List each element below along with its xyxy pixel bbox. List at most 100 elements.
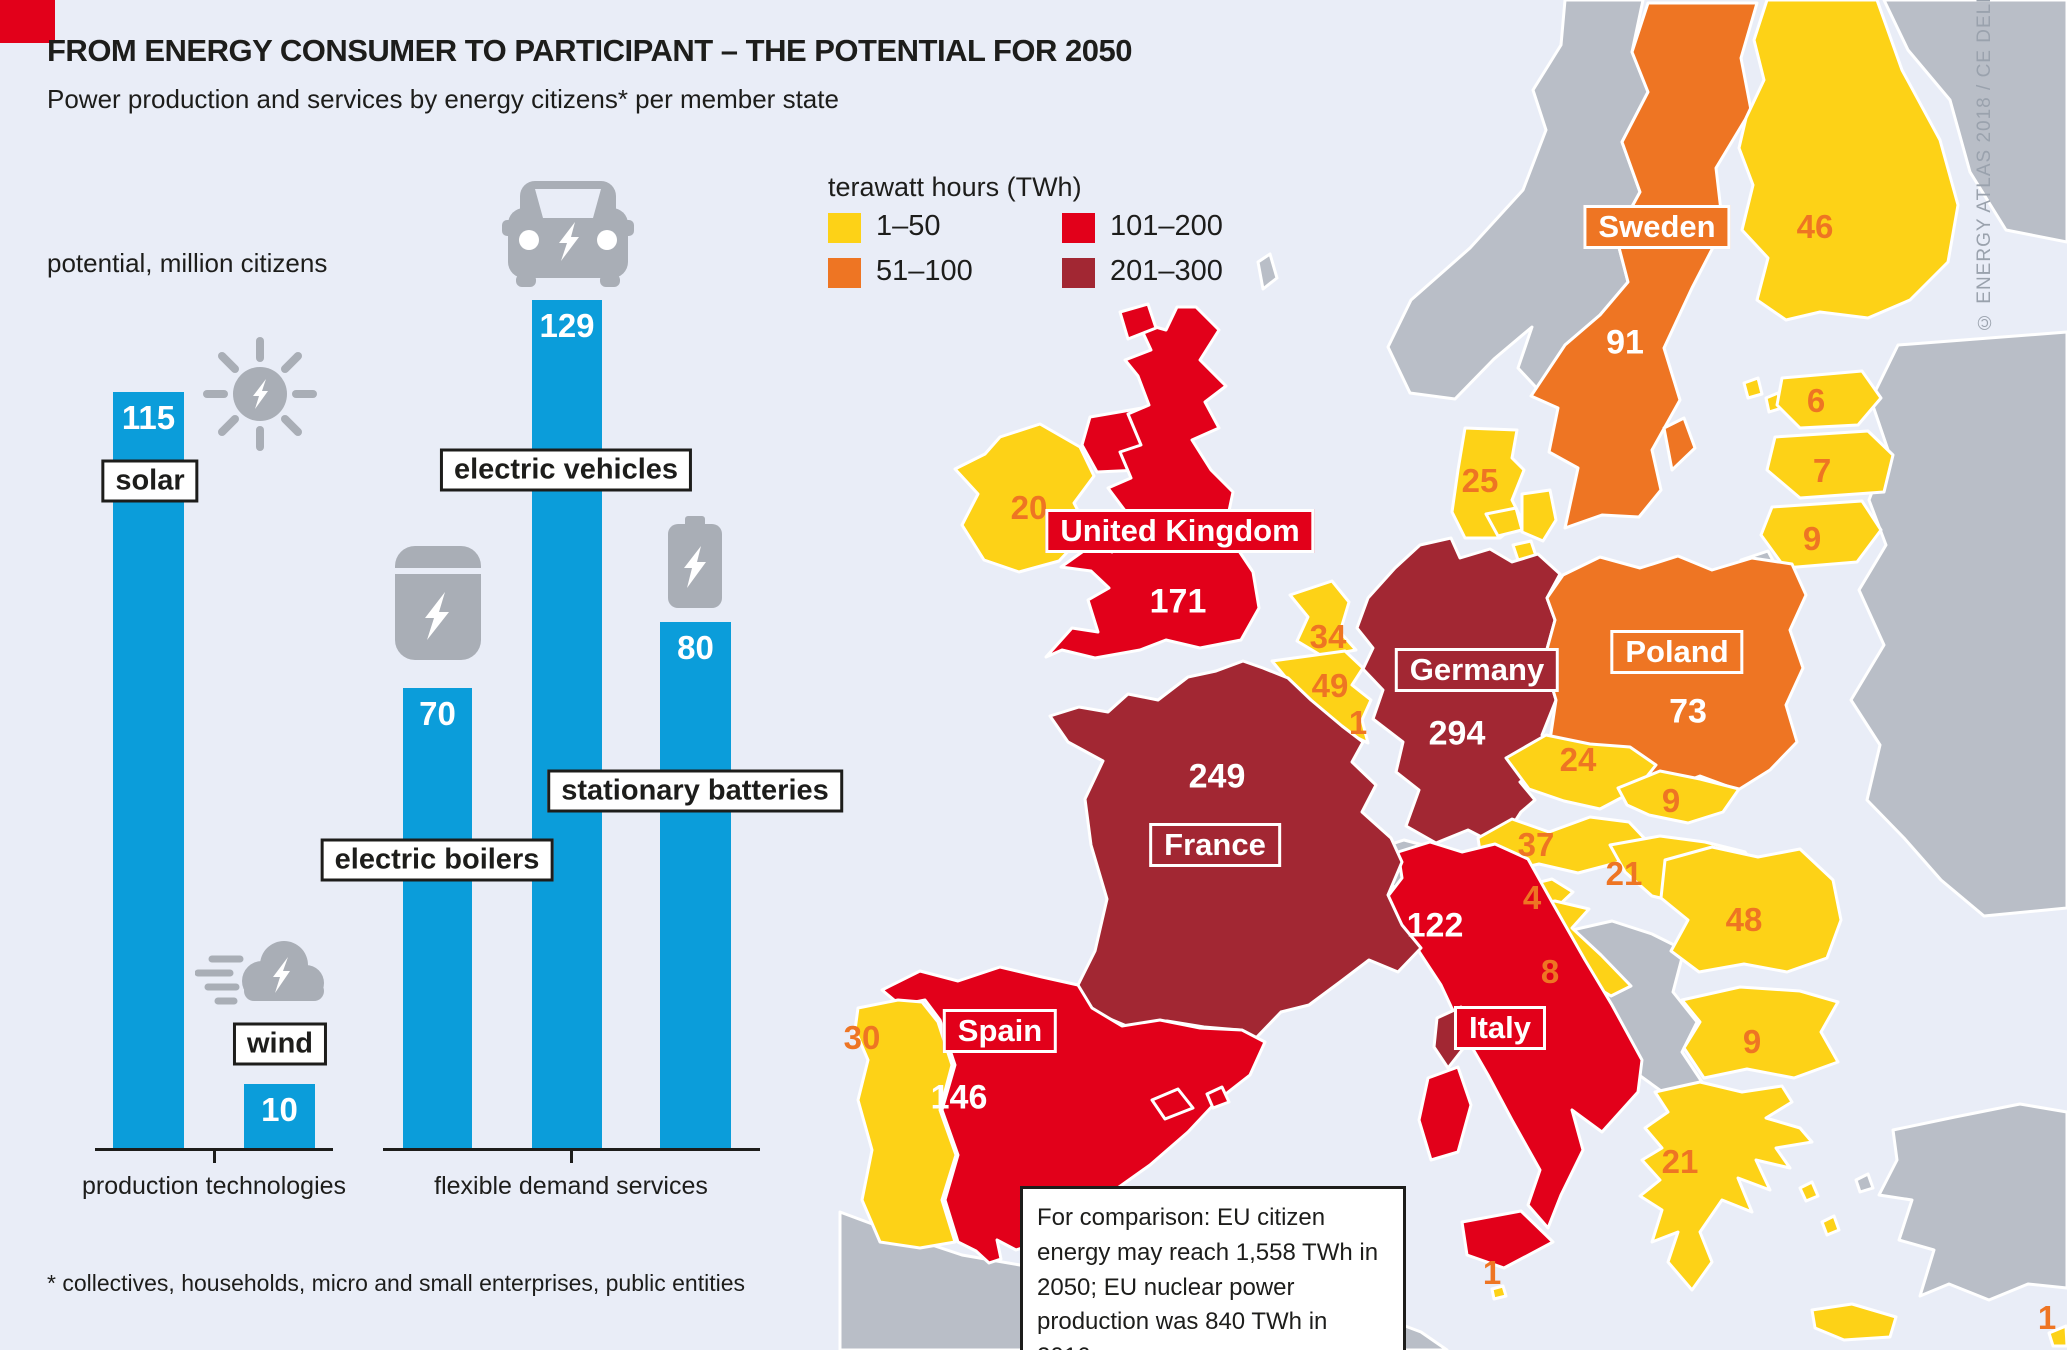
map-value-latvia: 7 (1812, 452, 1832, 489)
map-aland-1 (1742, 376, 1764, 400)
map-value-spain: 146 (930, 1078, 988, 1117)
map-country-bulgaria (1680, 985, 1840, 1080)
axis-production (95, 1148, 333, 1151)
map-value-poland: 73 (1669, 692, 1707, 731)
map-value-slovenia: 4 (1522, 879, 1542, 916)
map-value-france: 249 (1188, 757, 1246, 796)
bar-stationary-batteries: 80 (660, 622, 731, 1148)
map-value-germany: 294 (1428, 714, 1486, 753)
bar-value-stationary-batteries: 80 (677, 629, 714, 666)
country-label-united-kingdom: United Kingdom (1045, 509, 1315, 553)
map-spain-balearic-2 (1205, 1085, 1231, 1110)
map-value-slovakia: 9 (1661, 782, 1681, 819)
map-country-romania (1659, 845, 1843, 974)
map-country-netherlands (1288, 579, 1358, 658)
legend-label-101-200: 101–200 (1110, 210, 1223, 242)
footnote: * collectives, households, micro and sma… (47, 1270, 745, 1296)
bar-label-solar: solar (101, 459, 199, 503)
comparison-note: For comparison: EU citizen energy may re… (1020, 1186, 1406, 1350)
corner-mark (0, 0, 55, 43)
map-value-finland: 46 (1796, 208, 1834, 245)
wind-cloud-icon (195, 941, 324, 1005)
map-greece-crete (1810, 1302, 1898, 1342)
axis-label-flexible: flexible demand services (434, 1172, 708, 1200)
map-value-cyprus: 1 (2037, 1299, 2057, 1336)
map-faroe (1256, 252, 1279, 291)
map-value-hungary: 21 (1605, 855, 1643, 892)
map-spain-balearic-1 (1150, 1087, 1195, 1121)
bar-label-electric-boilers: electric boilers (320, 838, 554, 882)
country-label-sweden: Sweden (1583, 205, 1731, 249)
map-value-belgium: 49 (1311, 667, 1349, 704)
map-country-turkey (1877, 1102, 2067, 1302)
map-country-germany (1355, 536, 1562, 848)
bar-label-wind: wind (232, 1022, 328, 1066)
page-subtitle: Power production and services by energy … (47, 84, 839, 114)
map-country-lithuania (1759, 499, 1883, 570)
bar-solar: 115 (113, 392, 184, 1148)
map-value-austria: 37 (1517, 826, 1555, 863)
map-value-ireland: 20 (1010, 489, 1048, 526)
map-value-denmark: 25 (1461, 462, 1499, 499)
map-country-slovakia (1616, 769, 1741, 825)
axis-tick-production (213, 1150, 216, 1163)
bar-electric-boilers: 70 (403, 688, 472, 1148)
map-value-united-kingdom: 171 (1149, 582, 1207, 621)
map-denmark-zealand (1520, 488, 1558, 543)
legend-swatch-101-200 (1062, 213, 1095, 243)
map-greek-isle-2 (1820, 1214, 1841, 1237)
map-country-malta (1490, 1284, 1508, 1301)
map-value-sweden: 91 (1606, 323, 1644, 362)
map-country-cyprus (2047, 1324, 2067, 1348)
map-country-russia-north (1882, 0, 2067, 244)
map-value-estonia: 6 (1806, 382, 1826, 419)
map-value-italy: 122 (1406, 906, 1464, 945)
legend-swatch-1-50 (828, 213, 861, 243)
legend-title: terawatt hours (TWh) (828, 172, 1082, 202)
map-value-netherlands: 34 (1309, 618, 1347, 655)
legend-swatch-201-300 (1062, 258, 1095, 288)
page-title: FROM ENERGY CONSUMER TO PARTICIPANT – TH… (47, 33, 1133, 68)
map-country-united-kingdom (1044, 305, 1261, 660)
map-country-finland (1737, 0, 1960, 322)
bar-label-electric-vehicles: electric vehicles (439, 448, 693, 492)
map-value-romania: 48 (1725, 901, 1763, 938)
map-country-greece (1638, 1080, 1814, 1292)
map-country-portugal (853, 998, 958, 1250)
bar-wind: 10 (244, 1084, 315, 1148)
map-uk-isles (1118, 302, 1158, 341)
bar-chart-axis-title: potential, million citizens (47, 248, 328, 278)
map-value-lithuania: 9 (1802, 520, 1822, 557)
battery-icon (668, 516, 722, 608)
map-value-malta: 1 (1482, 1254, 1502, 1291)
axis-label-production: production technologies (81, 1172, 347, 1200)
map-country-estonia (1775, 369, 1883, 430)
axis-tick-flexible (570, 1150, 573, 1163)
legend-label-1-50: 1–50 (876, 210, 941, 242)
bar-value-electric-vehicles: 129 (539, 307, 595, 344)
country-label-poland: Poland (1610, 630, 1744, 674)
country-label-italy: Italy (1453, 1006, 1547, 1050)
map-value-bulgaria: 9 (1742, 1023, 1762, 1060)
country-label-france: France (1149, 823, 1281, 867)
sun-icon (203, 337, 317, 451)
bar-value-solar: 115 (121, 399, 176, 436)
map-value-luxembourg: 1 (1348, 704, 1368, 741)
map-country-east-europe (1849, 330, 2067, 918)
map-italy-sicily (1460, 1209, 1555, 1270)
country-label-germany: Germany (1394, 648, 1560, 692)
legend-swatch-51-100 (828, 258, 861, 288)
car-icon (502, 181, 634, 287)
map-turkish-isle (1854, 1172, 1875, 1194)
bar-value-electric-boilers: 70 (419, 695, 456, 732)
boiler-icon (393, 546, 483, 660)
map-value-croatia: 8 (1540, 953, 1560, 990)
legend-label-201-300: 201–300 (1110, 255, 1223, 287)
bar-label-stationary-batteries: stationary batteries (547, 769, 843, 813)
map-italy-sardinia (1417, 1065, 1473, 1162)
axis-flexible (383, 1148, 760, 1151)
map-value-greece: 21 (1661, 1143, 1699, 1180)
bar-value-wind: 10 (261, 1091, 298, 1128)
map-greek-isle-1 (1798, 1180, 1820, 1203)
